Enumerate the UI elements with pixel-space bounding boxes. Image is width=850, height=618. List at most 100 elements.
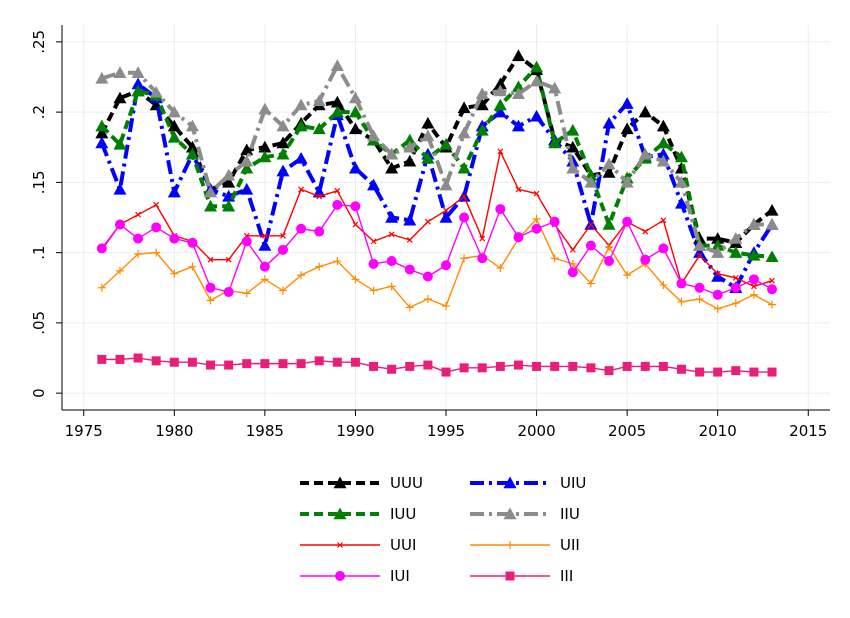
marker [170, 269, 179, 278]
marker [205, 282, 216, 293]
marker [623, 271, 632, 280]
marker [531, 223, 542, 234]
marker [749, 367, 759, 377]
marker [278, 286, 287, 295]
y-tick-label: .15 [30, 170, 48, 194]
marker [461, 193, 468, 200]
marker [169, 357, 179, 367]
marker [693, 246, 707, 258]
marker [367, 178, 381, 191]
marker [659, 280, 668, 289]
marker [298, 186, 305, 193]
marker [385, 161, 399, 174]
marker [765, 250, 779, 263]
marker [240, 143, 254, 156]
marker [711, 239, 725, 251]
marker [240, 161, 254, 174]
marker [457, 126, 471, 139]
marker [335, 571, 345, 581]
marker [459, 212, 470, 223]
marker [276, 119, 290, 132]
marker [113, 137, 127, 150]
marker [515, 186, 522, 193]
series-line [101, 150, 773, 288]
marker [421, 116, 435, 129]
marker [277, 244, 288, 255]
marker [439, 178, 453, 191]
series-line [101, 218, 773, 310]
marker [97, 354, 107, 364]
marker [276, 164, 290, 177]
marker [503, 476, 517, 489]
marker [368, 258, 379, 269]
marker [747, 248, 761, 261]
marker [605, 243, 614, 252]
marker [550, 254, 559, 263]
marker [151, 222, 162, 233]
marker [260, 359, 270, 369]
marker [206, 360, 216, 370]
marker [566, 161, 580, 174]
marker [479, 235, 486, 242]
marker [367, 129, 381, 142]
marker [240, 182, 254, 195]
y-tick-label: .1 [30, 245, 48, 259]
marker [387, 282, 396, 291]
marker [278, 359, 288, 369]
marker [658, 361, 668, 371]
marker [620, 122, 634, 135]
marker [242, 289, 251, 298]
marker [350, 201, 361, 212]
marker [511, 119, 525, 132]
marker [296, 223, 307, 234]
marker [386, 256, 397, 267]
marker [153, 201, 160, 208]
marker [765, 218, 779, 230]
marker [442, 302, 450, 311]
marker [314, 356, 324, 366]
x-tick-label: 2010 [699, 422, 737, 440]
marker [330, 59, 344, 71]
marker [713, 304, 722, 313]
marker [261, 232, 268, 239]
marker [405, 303, 414, 312]
marker [533, 190, 540, 197]
marker [568, 361, 578, 371]
x-tick-label: 1985 [246, 422, 284, 440]
marker [768, 300, 777, 309]
marker [113, 91, 127, 104]
marker [441, 260, 451, 271]
legend-label: UUU [390, 474, 423, 492]
marker [312, 94, 326, 107]
marker [711, 270, 725, 282]
marker [602, 218, 616, 230]
marker [96, 243, 107, 254]
marker [767, 284, 778, 295]
marker [677, 297, 686, 306]
marker [260, 275, 269, 284]
legend-label: IUU [390, 505, 416, 523]
marker [348, 105, 362, 118]
marker [642, 228, 649, 235]
marker [405, 361, 415, 371]
legend-label: UUI [390, 536, 416, 554]
marker [511, 87, 525, 100]
marker [423, 360, 433, 370]
marker [337, 542, 343, 548]
y-tick-label: .25 [30, 30, 48, 54]
marker [656, 154, 670, 167]
marker [549, 216, 560, 227]
marker [370, 238, 377, 245]
marker [457, 161, 471, 174]
marker [475, 98, 489, 111]
marker [586, 363, 596, 373]
marker [388, 231, 395, 238]
x-tick-label: 1980 [155, 422, 193, 440]
marker [530, 74, 544, 87]
x-tick-label: 2005 [608, 422, 646, 440]
marker [620, 175, 634, 188]
marker [95, 119, 109, 132]
marker [711, 232, 725, 244]
marker [421, 151, 435, 164]
marker [493, 84, 507, 97]
